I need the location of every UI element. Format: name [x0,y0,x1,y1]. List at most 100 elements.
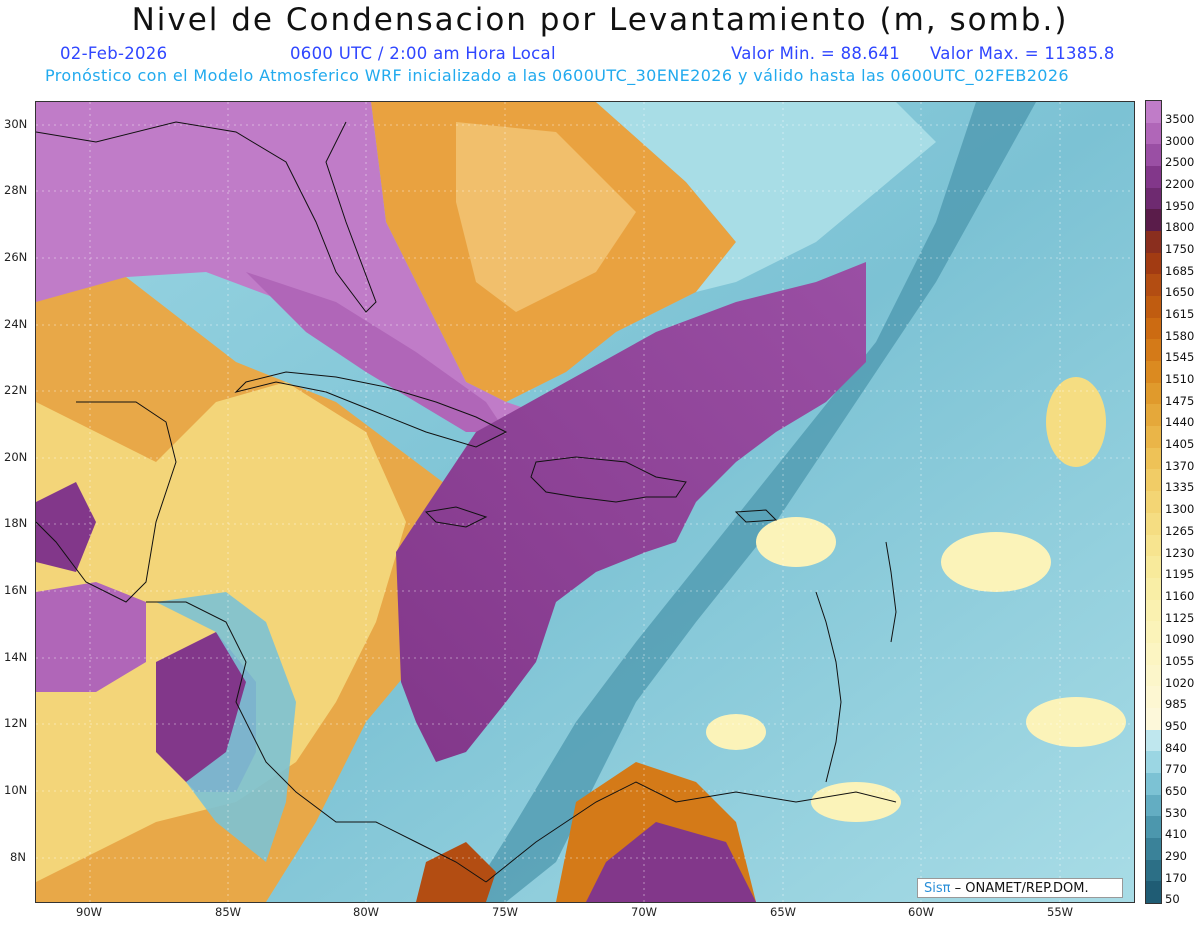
lon-label: 70W [631,905,658,919]
colorbar-swatch [1146,751,1161,774]
colorbar-label: 1265 [1165,523,1195,538]
lat-label: 20N [4,450,28,464]
lat-label: 16N [4,583,28,597]
colorbar-label: 1475 [1165,393,1195,408]
lat-label: 26N [4,250,28,264]
colorbar-label: 1335 [1165,480,1195,495]
map-panel [35,101,1135,903]
credit-text: – ONAMET/REP.DOM. [950,881,1089,896]
colorbar-label: 1230 [1165,545,1195,560]
colorbar-label: 50 [1165,892,1180,907]
lat-label: 12N [4,716,28,730]
colorbar-swatch [1146,122,1161,145]
colorbar-swatch [1146,469,1161,492]
colorbar-label: 1510 [1165,372,1195,387]
colorbar-swatch [1146,686,1161,709]
colorbar-label: 1685 [1165,263,1195,278]
map-field [36,102,1134,902]
colorbar-swatch [1146,577,1161,601]
purple-zone-cuba [246,272,506,432]
colorbar-label: 950 [1165,718,1187,733]
teal-streak [466,102,1036,902]
colorbar-swatch [1146,621,1161,644]
colorbar-label: 170 [1165,870,1187,885]
orange-zone-panama [416,842,496,902]
colorbar-label: 985 [1165,697,1187,712]
colorbar-label: 410 [1165,827,1187,842]
colorbar-swatch [1146,794,1161,817]
colorbar-label: 2500 [1165,155,1195,170]
colorbar-label: 1300 [1165,502,1195,517]
yellow-patch [756,517,836,567]
lat-label: 28N [4,183,28,197]
purple-zone-yucatan [36,482,96,572]
colorbar-swatch [1146,404,1161,427]
credit-box: Sisπ – ONAMET/REP.DOM. [917,878,1123,898]
lon-label: 90W [76,905,103,919]
lat-label: 18N [4,516,28,530]
yellow-patch [1026,697,1126,747]
colorbar-swatch [1146,534,1161,557]
colorbar-label: 1020 [1165,675,1195,690]
lon-label: 65W [770,905,797,919]
colorbar-swatch [1146,491,1161,514]
purple-zone-south [586,822,756,902]
colorbar-label: 290 [1165,848,1187,863]
graticule [36,102,1134,902]
lon-label: 60W [908,905,935,919]
cyan-band-north [596,102,936,292]
lon-label: 80W [353,905,380,919]
lat-label: 22N [4,383,28,397]
colorbar-label: 1580 [1165,328,1195,343]
sis-logo-text: Sisπ [924,881,951,896]
lat-label: 30N [4,117,28,131]
colorbar-label: 3000 [1165,133,1195,148]
colorbar-swatch [1146,859,1161,882]
colorbar-swatch [1146,816,1161,839]
colorbar-label: 1055 [1165,653,1195,668]
colorbar-label: 1090 [1165,632,1195,647]
colorbar-swatch [1146,339,1161,362]
colorbar-swatch [1146,556,1161,579]
yellow-patch [706,714,766,750]
colorbar-label: 2200 [1165,177,1195,192]
yellow-zone-north [456,122,636,312]
colorbar-swatch [1146,642,1161,666]
colorbar-label: 1545 [1165,350,1195,365]
colorbar-swatch [1146,664,1161,687]
lon-label: 75W [492,905,519,919]
colorbar-label: 1950 [1165,198,1195,213]
max-value-label: Valor Max. = 11385.8 [930,44,1115,63]
colorbar-label: 1195 [1165,567,1195,582]
purple-zone-west-edge [36,582,146,692]
colorbar-label: 1440 [1165,415,1195,430]
lon-label: 85W [215,905,242,919]
colorbar-label: 840 [1165,740,1187,755]
colorbar-label: 530 [1165,805,1187,820]
colorbar-swatch [1146,837,1161,861]
colorbar-swatch [1146,144,1161,167]
colorbar-label: 1615 [1165,307,1195,322]
lat-label: 24N [4,317,28,331]
time-label: 0600 UTC / 2:00 am Hora Local [290,44,556,63]
colorbar-label: 1125 [1165,610,1195,625]
colorbar-swatch [1146,296,1161,319]
date-label: 02-Feb-2026 [60,44,168,63]
colorbar-label: 1405 [1165,437,1195,452]
colorbar-label: 1160 [1165,588,1195,603]
lat-label: 14N [4,650,28,664]
colorbar-label: 1650 [1165,285,1195,300]
yellow-patch [941,532,1051,592]
colorbar-swatch [1146,166,1161,189]
colorbar-swatch [1146,426,1161,449]
yellow-patch [1046,377,1106,467]
colorbar-swatch [1146,599,1161,622]
colorbar-swatch [1146,209,1161,232]
purple-zone-caribbean [396,262,866,762]
colorbar-swatch [1146,317,1161,340]
colorbar-label: 1800 [1165,220,1195,235]
min-value-label: Valor Min. = 88.641 [731,44,901,63]
colorbar-swatch [1146,101,1161,124]
colorbar-swatch [1146,707,1161,731]
colorbar-swatch [1146,881,1161,904]
